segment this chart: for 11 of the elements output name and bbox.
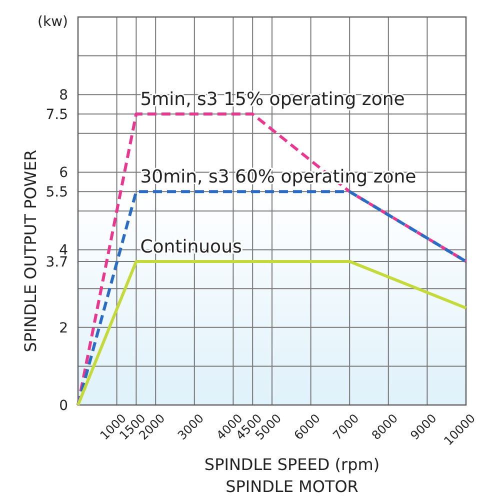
line-series <box>76 112 468 406</box>
x-axis-title: SPINDLE SPEED (rpm) <box>204 455 380 474</box>
text: SPINDLE MOTOR <box>226 477 358 496</box>
y-tick-label: 2 <box>59 320 68 336</box>
y-axis-title: SPINDLE OUTPUT POWER <box>21 150 40 352</box>
y-tick-label: 8 <box>59 88 68 104</box>
y-tick-label: 0 <box>59 398 68 414</box>
y-tick-label: 6 <box>59 165 68 182</box>
y-tick-label: 5.5 <box>46 184 68 200</box>
y-tick-label: 7.5 <box>46 106 68 123</box>
text: (kw) <box>38 14 68 30</box>
